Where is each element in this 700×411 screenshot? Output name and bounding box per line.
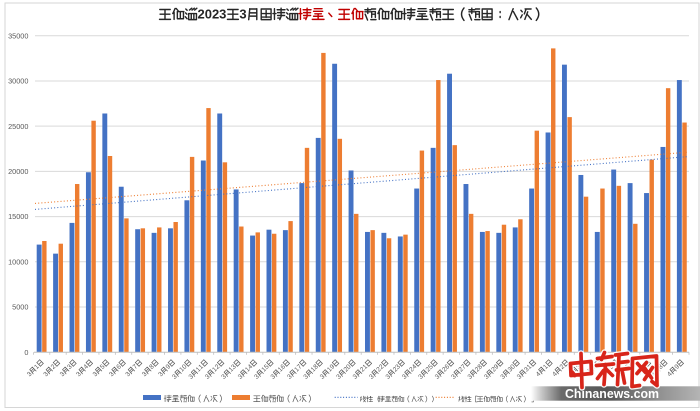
svg-text:20: 20	[343, 363, 353, 373]
svg-text:3: 3	[237, 373, 245, 381]
svg-text:3: 3	[92, 370, 100, 378]
svg-text:23: 23	[392, 363, 402, 373]
svg-text:3: 3	[124, 370, 132, 378]
svg-text:3: 3	[516, 373, 524, 381]
svg-text:25: 25	[425, 363, 435, 373]
svg-text:1: 1	[542, 363, 550, 371]
svg-text:25000: 25000	[8, 122, 28, 131]
svg-text:3: 3	[286, 373, 294, 381]
svg-text:35000: 35000	[8, 31, 28, 40]
svg-text:18: 18	[310, 363, 320, 373]
svg-text:3: 3	[59, 370, 67, 378]
svg-text:8: 8	[148, 363, 156, 371]
svg-text:10: 10	[178, 363, 188, 373]
svg-text:2: 2	[50, 363, 58, 371]
svg-text:3: 3	[239, 7, 246, 22]
svg-text:5: 5	[99, 363, 107, 371]
svg-text:3: 3	[368, 373, 376, 381]
svg-text:Chinanews.com: Chinanews.com	[565, 386, 659, 401]
svg-text:13: 13	[228, 363, 238, 373]
svg-text:17: 17	[293, 363, 303, 373]
svg-text:3: 3	[434, 373, 442, 381]
svg-text:15: 15	[260, 363, 270, 373]
svg-text:2: 2	[559, 363, 567, 371]
svg-text:21: 21	[359, 363, 369, 373]
svg-text:3: 3	[188, 373, 196, 381]
svg-text:3: 3	[270, 373, 278, 381]
svg-text:30000: 30000	[8, 77, 28, 86]
svg-text:3: 3	[417, 373, 425, 381]
svg-text:4: 4	[666, 370, 674, 378]
svg-text:7: 7	[132, 363, 140, 371]
svg-text:9: 9	[673, 363, 681, 371]
svg-text:0: 0	[24, 348, 28, 357]
svg-text:3: 3	[220, 373, 228, 381]
svg-text:30: 30	[507, 363, 517, 373]
svg-text:3: 3	[401, 373, 409, 381]
svg-text:12: 12	[211, 363, 221, 373]
svg-text:3: 3	[141, 370, 149, 378]
svg-text:24: 24	[408, 363, 418, 373]
svg-text:28: 28	[474, 363, 484, 373]
svg-text:27: 27	[457, 363, 467, 373]
svg-text:3: 3	[499, 373, 507, 381]
svg-text:4: 4	[551, 370, 559, 378]
svg-text:3: 3	[26, 370, 34, 378]
svg-text:16: 16	[277, 363, 287, 373]
svg-text:2023: 2023	[198, 7, 227, 22]
svg-text:4: 4	[535, 370, 543, 378]
svg-text:5000: 5000	[12, 303, 28, 312]
svg-text:26: 26	[441, 363, 451, 373]
svg-text:29: 29	[490, 363, 500, 373]
svg-text:31: 31	[523, 363, 533, 373]
svg-text:3: 3	[352, 373, 360, 381]
svg-text:22: 22	[375, 363, 385, 373]
svg-text:3: 3	[385, 373, 393, 381]
svg-text:3: 3	[253, 373, 261, 381]
svg-text:3: 3	[450, 373, 458, 381]
svg-text:19: 19	[326, 363, 336, 373]
svg-text:3: 3	[319, 373, 327, 381]
svg-text:4: 4	[83, 363, 91, 371]
svg-text:3: 3	[204, 373, 212, 381]
svg-text:20000: 20000	[8, 167, 28, 176]
svg-text:11: 11	[195, 363, 205, 373]
svg-text:3: 3	[171, 373, 179, 381]
svg-text:3: 3	[108, 370, 116, 378]
svg-text:3: 3	[66, 363, 74, 371]
svg-text:3: 3	[157, 370, 165, 378]
svg-text:3: 3	[483, 373, 491, 381]
svg-text:3: 3	[75, 370, 83, 378]
svg-text:15000: 15000	[8, 212, 28, 221]
svg-text:9: 9	[165, 363, 173, 371]
svg-text:14: 14	[244, 363, 254, 373]
svg-text:3: 3	[42, 370, 50, 378]
svg-text:10000: 10000	[8, 257, 28, 266]
svg-text:3: 3	[467, 373, 475, 381]
svg-text:1: 1	[33, 363, 41, 371]
svg-text:3: 3	[302, 373, 310, 381]
svg-text:8: 8	[657, 363, 665, 371]
svg-text:6: 6	[115, 363, 123, 371]
svg-text:3: 3	[335, 373, 343, 381]
